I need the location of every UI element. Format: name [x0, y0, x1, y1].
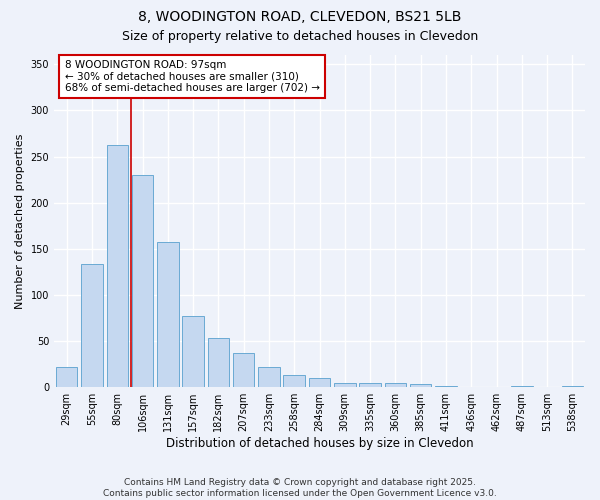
Bar [283, 375, 305, 387]
Bar [258, 367, 280, 387]
Text: 8 WOODINGTON ROAD: 97sqm
← 30% of detached houses are smaller (310)
68% of semi-: 8 WOODINGTON ROAD: 97sqm ← 30% of detach… [65, 60, 320, 93]
Text: 8, WOODINGTON ROAD, CLEVEDON, BS21 5LB: 8, WOODINGTON ROAD, CLEVEDON, BS21 5LB [139, 10, 461, 24]
Bar [132, 175, 153, 387]
Bar [81, 264, 103, 387]
X-axis label: Distribution of detached houses by size in Clevedon: Distribution of detached houses by size … [166, 437, 473, 450]
Bar [157, 242, 179, 387]
Y-axis label: Number of detached properties: Number of detached properties [15, 134, 25, 309]
Bar [233, 353, 254, 387]
Bar [562, 386, 583, 387]
Text: Contains HM Land Registry data © Crown copyright and database right 2025.
Contai: Contains HM Land Registry data © Crown c… [103, 478, 497, 498]
Bar [208, 338, 229, 387]
Bar [334, 382, 356, 387]
Bar [182, 316, 204, 387]
Bar [435, 386, 457, 387]
Bar [410, 384, 431, 387]
Bar [511, 386, 533, 387]
Bar [309, 378, 330, 387]
Text: Size of property relative to detached houses in Clevedon: Size of property relative to detached ho… [122, 30, 478, 43]
Bar [385, 382, 406, 387]
Bar [107, 144, 128, 387]
Bar [359, 382, 381, 387]
Bar [56, 367, 77, 387]
